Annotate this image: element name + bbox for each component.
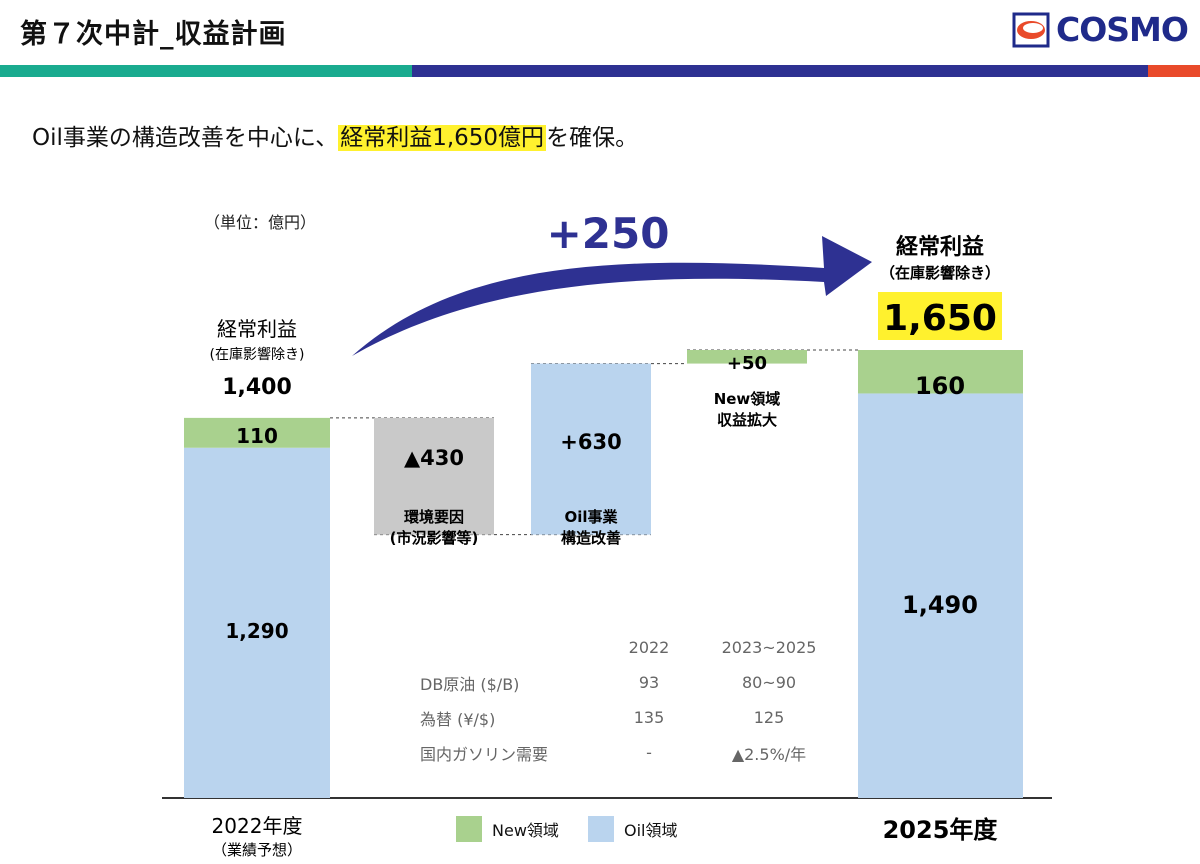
step-label-environment: ▲430 — [404, 446, 464, 470]
assumption-label: 為替 (¥/$) — [420, 709, 496, 729]
step-label-oil-reform: +630 — [560, 430, 621, 454]
end-oil-bar — [858, 393, 1023, 798]
step-bar-environment — [374, 417, 494, 535]
start-oil-label: 1,290 — [225, 619, 288, 643]
end-title: 経常利益 — [896, 234, 984, 260]
assumption-label: DB原油 ($/B) — [420, 674, 520, 694]
header-rule-teal — [0, 65, 412, 77]
start-subtitle: (在庫影響除き) — [210, 346, 305, 363]
page-title: 第７次中計_収益計画 — [20, 19, 287, 50]
end-x-label: 2025年度 — [883, 816, 999, 844]
assumption-value-2022: 135 — [633, 708, 665, 727]
headline-suffix: を確保。 — [546, 125, 639, 151]
table-row: DB原油 ($/B) 93 80~90 — [420, 665, 844, 700]
cosmo-logo-mark-icon — [1012, 12, 1050, 48]
step-bar-new-growth — [687, 350, 807, 364]
assumption-header-2025: 2023~2025 — [721, 638, 817, 657]
headline: Oil事業の構造改善を中心に、経常利益1,650億円を確保。 — [32, 118, 638, 152]
start-title: 経常利益 — [217, 317, 297, 341]
end-new-bar — [858, 350, 1023, 394]
legend-label-new: New領域 — [492, 821, 559, 840]
assumption-header-2022: 2022 — [628, 638, 670, 657]
headline-prefix: Oil事業の構造改善を中心に、 — [32, 125, 339, 151]
logo-text: COSMO — [1056, 10, 1189, 49]
assumption-value-2025: ▲2.5%/年 — [731, 744, 807, 764]
legend-item-new: New領域 — [456, 816, 559, 842]
unit-label: （単位：億円） — [204, 213, 316, 232]
end-new-label: 160 — [915, 372, 965, 400]
step-name-new-growth: New領域 — [714, 390, 781, 408]
end-total-label: 1,650 — [883, 298, 997, 339]
start-x-label: 2022年度 — [212, 814, 303, 838]
step-bar-oil-reform — [531, 363, 651, 535]
start-new-label: 110 — [236, 424, 278, 448]
step-sub-oil-reform: 構造改善 — [561, 529, 621, 547]
header-rule-red — [1148, 65, 1200, 77]
assumption-table: 2022 2023~2025 DB原油 ($/B) 93 80~90 為替 (¥… — [420, 630, 844, 770]
legend-item-oil: Oil領域 — [588, 816, 678, 842]
assumption-value-2025: 80~90 — [741, 673, 797, 692]
growth-arrow-icon — [352, 236, 872, 356]
assumption-value-2022: 93 — [638, 673, 660, 692]
step-name-environment: 環境要因 — [404, 508, 464, 526]
assumption-label: 国内ガソリン需要 — [420, 744, 549, 764]
table-row: 為替 (¥/$) 135 125 — [420, 700, 844, 735]
header-rule-navy — [412, 65, 1148, 77]
assumption-value-2022: - — [646, 743, 652, 762]
assumption-value-2025: 125 — [753, 708, 785, 727]
step-sub-new-growth: 収益拡大 — [717, 411, 777, 429]
growth-label: +250 — [547, 209, 670, 258]
end-total-highlight — [878, 292, 1002, 340]
end-subtitle: （在庫影響除き） — [880, 264, 1000, 282]
headline-highlight: 経常利益1,650億円 — [338, 125, 547, 151]
start-total-label: 1,400 — [222, 375, 292, 400]
legend-swatch-oil — [588, 816, 614, 842]
start-oil-bar — [184, 447, 330, 798]
step-name-oil-reform: Oil事業 — [564, 508, 618, 526]
end-oil-label: 1,490 — [902, 591, 978, 619]
legend-label-oil: Oil領域 — [624, 821, 678, 840]
table-row: 国内ガソリン需要 - ▲2.5%/年 — [420, 735, 844, 770]
start-new-bar — [184, 417, 330, 448]
legend-swatch-new — [456, 816, 482, 842]
start-x-sublabel: （業績予想） — [212, 841, 302, 859]
cosmo-logo: COSMO — [1012, 10, 1189, 50]
step-label-new-growth: +50 — [727, 353, 767, 374]
assumption-header-row: 2022 2023~2025 — [420, 630, 844, 665]
step-sub-environment: (市況影響等) — [390, 529, 479, 547]
